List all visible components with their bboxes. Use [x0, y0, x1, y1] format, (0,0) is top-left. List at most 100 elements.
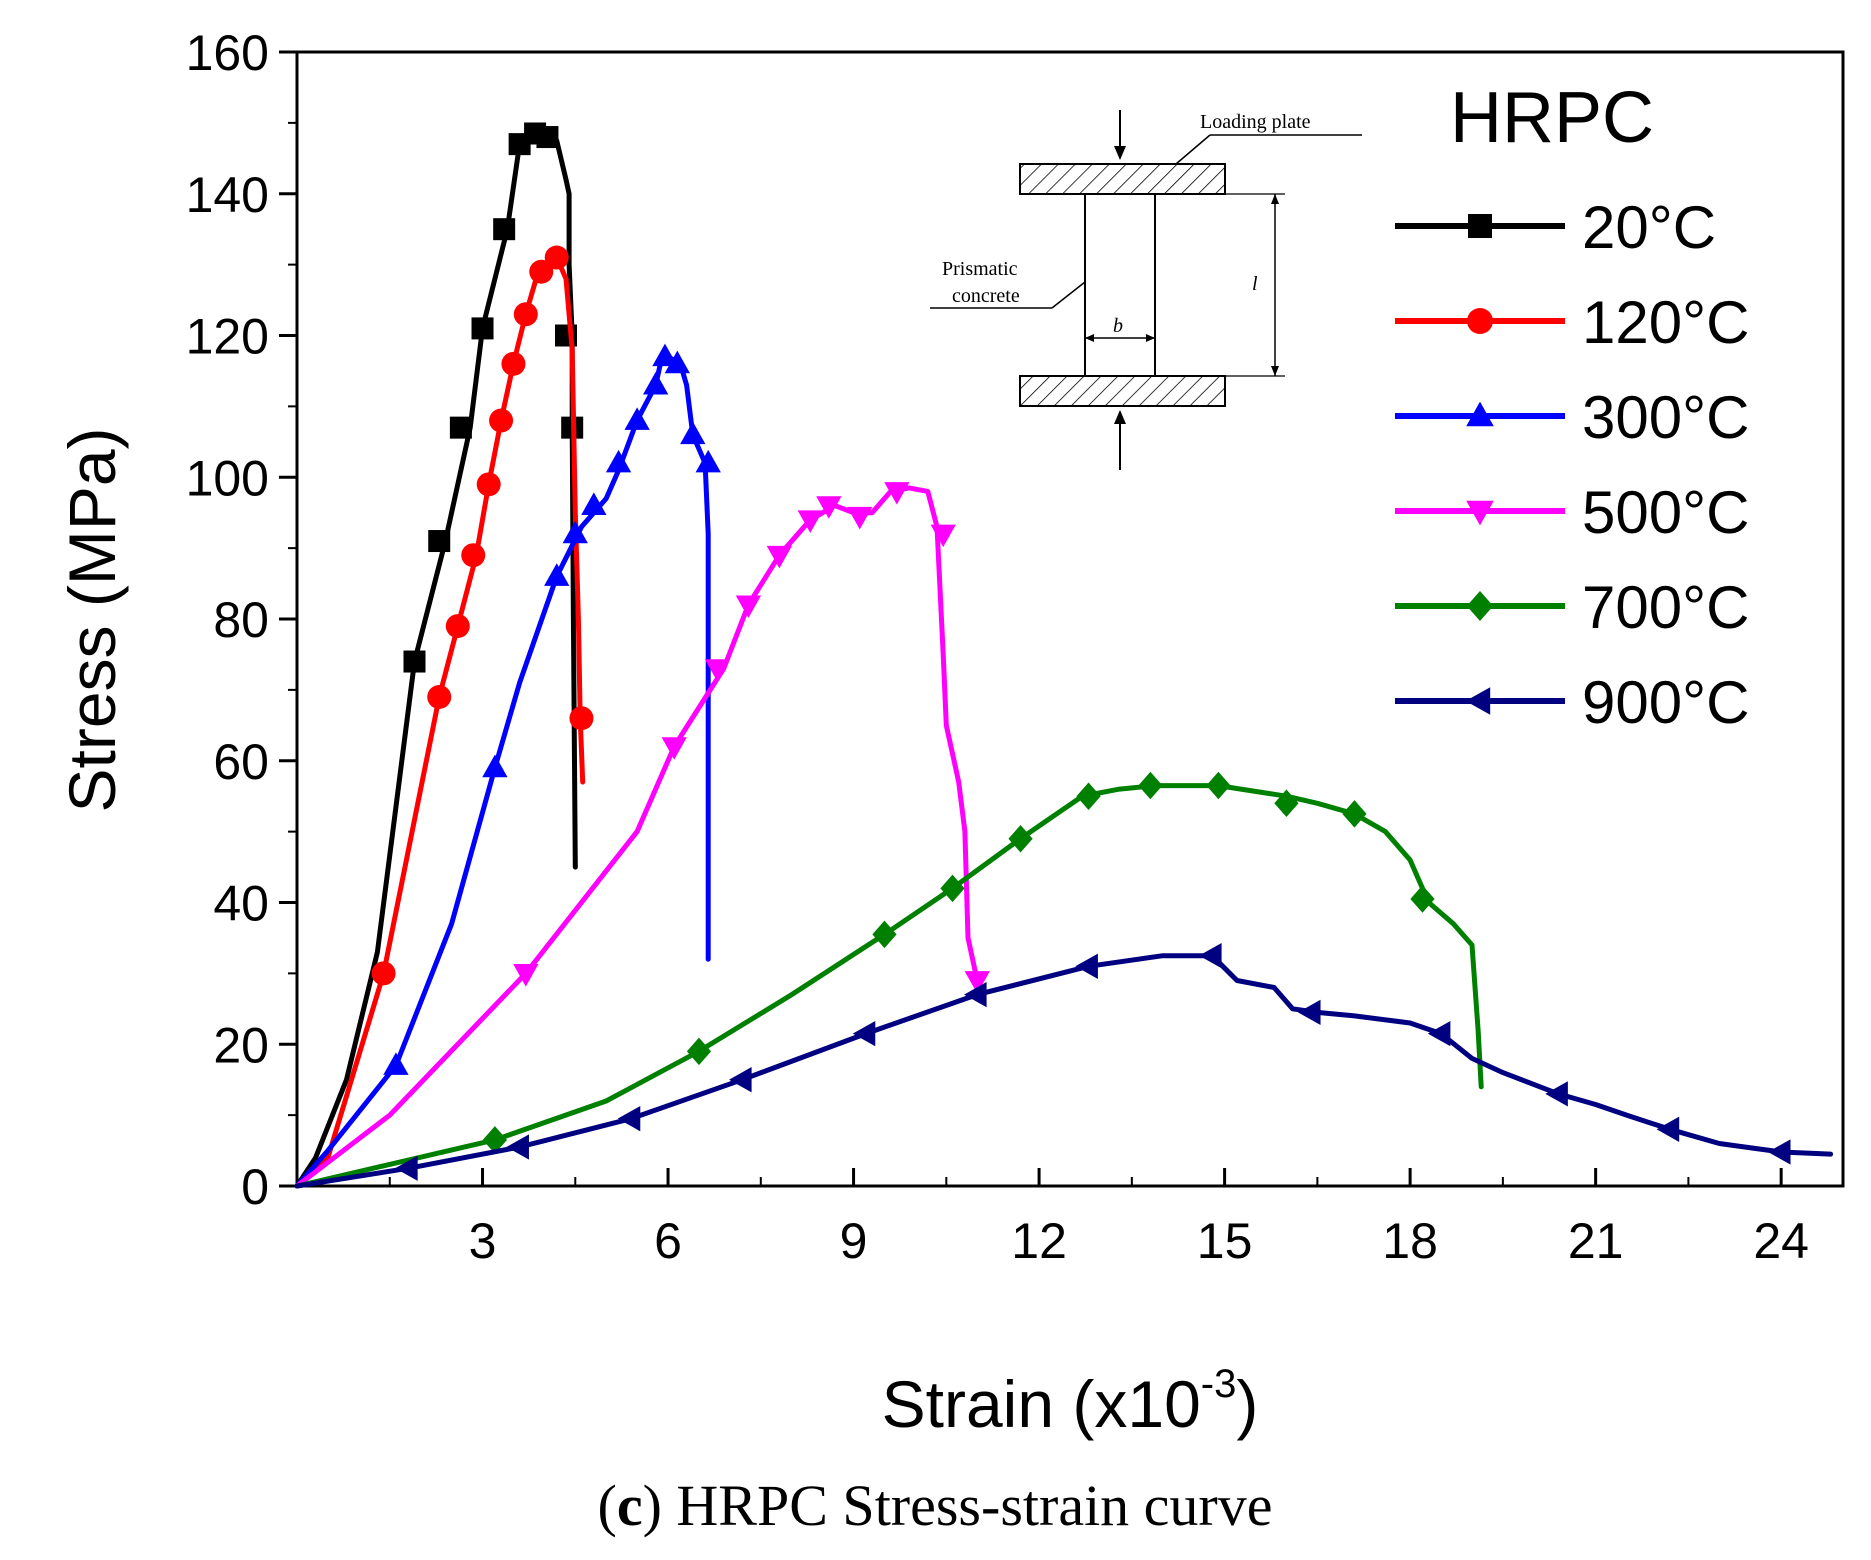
caption-letter: c — [617, 1473, 643, 1538]
legend-swatch-marker — [1466, 500, 1494, 526]
x-tick-label: 3 — [469, 1213, 497, 1269]
x-tick-label: 9 — [840, 1213, 868, 1269]
data-point — [482, 1126, 507, 1154]
data-point — [766, 545, 793, 569]
series-line — [294, 783, 1484, 1189]
bottom-load-arrowhead — [1114, 410, 1126, 424]
data-point — [506, 1134, 529, 1160]
legend-swatch-marker — [1466, 401, 1494, 427]
data-point — [403, 650, 426, 673]
data-point — [461, 543, 486, 568]
data-point — [1206, 771, 1231, 800]
series-700CC — [294, 771, 1484, 1189]
data-point — [471, 317, 494, 340]
data-point — [513, 964, 539, 987]
x-tick-label: 12 — [1011, 1213, 1067, 1269]
legend-title: HRPC — [1450, 78, 1654, 158]
length-arrow-bottom — [1271, 366, 1279, 376]
data-point — [617, 1106, 641, 1132]
legend-label: 900°C — [1582, 669, 1749, 736]
x-axis-ticks: 3 6 9 12 15 18 21 24 — [388, 1168, 1809, 1269]
width-arrow-left — [1085, 334, 1094, 342]
data-point — [847, 506, 873, 530]
data-point — [797, 510, 823, 533]
data-point — [605, 449, 632, 473]
data-point — [1342, 800, 1367, 828]
data-point — [1199, 943, 1222, 969]
data-point — [513, 302, 538, 327]
concrete-label: concrete — [952, 285, 1020, 307]
data-point — [529, 259, 554, 284]
data-point — [1076, 782, 1101, 810]
loading-plate-label: Loading plate — [1200, 111, 1311, 133]
legend: HRPC 20°C 120°C 300°C 500°C 700°C 900°C — [1395, 78, 1749, 736]
x-axis-title-exponent: -3 — [1201, 1362, 1237, 1406]
data-point — [449, 416, 472, 439]
data-point — [581, 492, 607, 515]
y-tick-label: 160 — [186, 25, 269, 81]
data-point — [1427, 1020, 1451, 1047]
data-point — [884, 482, 910, 505]
caption-text: HRPC Stress-strain curve — [662, 1473, 1273, 1538]
y-axis-ticks: 0 20 40 60 80 100 120 140 160 — [186, 25, 297, 1215]
prismatic-label: Prismatic — [942, 258, 1018, 280]
data-point — [643, 371, 669, 395]
y-tick-label: 80 — [213, 592, 269, 648]
data-point — [964, 981, 987, 1008]
top-load-arrowhead — [1114, 146, 1126, 160]
data-point — [544, 245, 569, 270]
y-tick-label: 100 — [186, 450, 269, 506]
data-point — [729, 1067, 752, 1093]
legend-entry: 500°C — [1395, 479, 1749, 546]
bottom-loading-plate — [1019, 375, 1226, 407]
loading-plate-leader — [1175, 134, 1211, 165]
data-point — [1274, 789, 1299, 818]
data-point — [1297, 999, 1321, 1026]
series-300CC — [294, 343, 721, 1189]
data-point — [383, 1052, 409, 1075]
data-point — [704, 659, 731, 682]
legend-label: 300°C — [1582, 384, 1749, 451]
data-point — [445, 614, 470, 639]
data-point — [371, 961, 396, 986]
data-point — [940, 874, 965, 903]
x-tick-label: 15 — [1197, 1213, 1253, 1269]
data-point — [816, 496, 842, 519]
y-tick-label: 120 — [186, 309, 269, 365]
legend-swatch-marker — [1468, 214, 1492, 238]
data-point — [395, 1155, 418, 1181]
series-500CC — [294, 482, 990, 1189]
data-point — [428, 530, 451, 553]
data-point — [427, 684, 452, 709]
series-line — [294, 255, 586, 1189]
data-point — [1767, 1139, 1791, 1165]
length-arrow-top — [1271, 194, 1279, 204]
data-point — [930, 524, 956, 548]
data-point — [1138, 771, 1163, 800]
data-point — [1410, 885, 1435, 913]
data-point — [735, 595, 762, 619]
data-point — [664, 350, 690, 374]
legend-label: 500°C — [1582, 479, 1749, 546]
data-point — [1075, 953, 1098, 979]
data-point — [544, 563, 570, 586]
caption-paren: ) — [643, 1473, 662, 1538]
data-point — [652, 343, 678, 367]
data-point — [852, 1020, 876, 1047]
legend-label: 20°C — [1582, 194, 1716, 261]
legend-entry: 120°C — [1395, 289, 1749, 356]
legend-swatch-marker — [1467, 308, 1493, 334]
data-point — [964, 971, 990, 994]
data-point — [661, 737, 687, 760]
data-point — [1008, 824, 1033, 853]
data-point — [493, 218, 516, 241]
legend-swatch-marker — [1466, 591, 1494, 621]
x-axis-title-prefix: Strain (x10 — [882, 1367, 1201, 1441]
x-tick-label: 21 — [1568, 1213, 1624, 1269]
data-point — [501, 351, 526, 376]
specimen-inset: Loading plate Prismatic concrete b l — [930, 110, 1362, 470]
x-tick-label: 24 — [1753, 1213, 1809, 1269]
x-axis-title-suffix: ) — [1236, 1367, 1258, 1441]
data-point — [476, 472, 501, 497]
